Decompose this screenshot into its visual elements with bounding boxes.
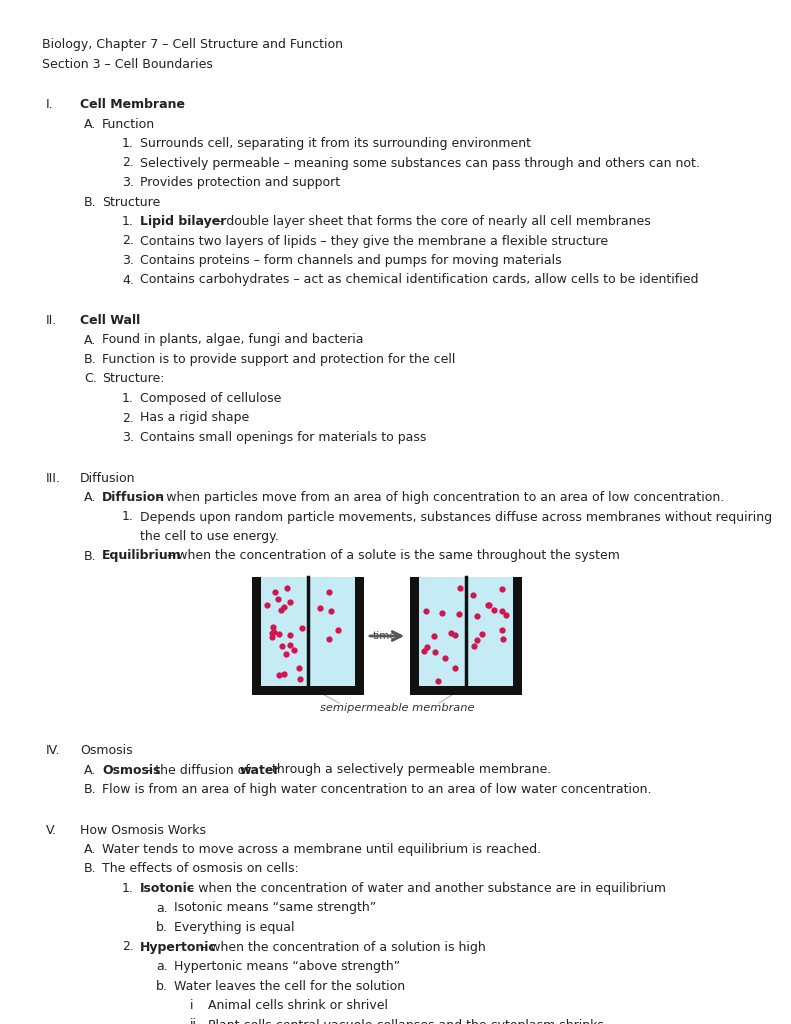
Text: Selectively permeable – meaning some substances can pass through and others can : Selectively permeable – meaning some sub…	[140, 157, 700, 170]
Text: Contains small openings for materials to pass: Contains small openings for materials to…	[140, 431, 426, 444]
Text: Structure:: Structure:	[102, 373, 165, 385]
Bar	[410, 577, 419, 695]
Text: B.: B.	[84, 196, 97, 209]
Text: b.: b.	[156, 921, 168, 934]
Bar	[261, 577, 355, 686]
Text: Equilibrium: Equilibrium	[102, 550, 182, 562]
Text: 1.: 1.	[122, 215, 134, 228]
Text: Surrounds cell, separating it from its surrounding environment: Surrounds cell, separating it from its s…	[140, 137, 531, 150]
Text: 1.: 1.	[122, 392, 134, 406]
Text: b.: b.	[156, 980, 168, 992]
Text: 2.: 2.	[122, 412, 134, 425]
Text: Plant cells central vacuole collapses and the cytoplasm shrinks: Plant cells central vacuole collapses an…	[208, 1019, 604, 1024]
Text: A.: A.	[84, 843, 97, 856]
Text: a.: a.	[156, 961, 168, 973]
Text: Contains proteins – form channels and pumps for moving materials: Contains proteins – form channels and pu…	[140, 254, 562, 267]
Text: Isotonic: Isotonic	[140, 882, 195, 895]
Text: B.: B.	[84, 550, 97, 562]
Text: 1.: 1.	[122, 511, 134, 523]
Bar	[252, 686, 364, 695]
Text: A.: A.	[84, 490, 97, 504]
Bar	[355, 577, 364, 695]
Text: V.: V.	[46, 823, 57, 837]
Text: Function is to provide support and protection for the cell: Function is to provide support and prote…	[102, 353, 456, 366]
Text: Hypertonic means “above strength”: Hypertonic means “above strength”	[174, 961, 400, 973]
Text: Structure: Structure	[102, 196, 161, 209]
Bar	[410, 686, 522, 695]
Text: Isotonic means “same strength”: Isotonic means “same strength”	[174, 901, 377, 914]
Text: The effects of osmosis on cells:: The effects of osmosis on cells:	[102, 862, 299, 876]
Text: Function: Function	[102, 118, 155, 130]
Text: C.: C.	[84, 373, 97, 385]
Text: Animal cells shrink or shrivel: Animal cells shrink or shrivel	[208, 999, 388, 1012]
Text: Biology, Chapter 7 – Cell Structure and Function: Biology, Chapter 7 – Cell Structure and …	[42, 38, 343, 51]
Text: A.: A.	[84, 118, 97, 130]
Text: B.: B.	[84, 353, 97, 366]
Text: – when particles move from an area of high concentration to an area of low conce: – when particles move from an area of hi…	[152, 490, 725, 504]
Text: Found in plants, algae, fungi and bacteria: Found in plants, algae, fungi and bacter…	[102, 334, 364, 346]
Text: 2.: 2.	[122, 234, 134, 248]
Bar	[513, 577, 522, 695]
Text: 4.: 4.	[122, 273, 134, 287]
Text: A.: A.	[84, 334, 97, 346]
Text: – when the concentration of a solute is the same throughout the system: – when the concentration of a solute is …	[163, 550, 620, 562]
Text: Water tends to move across a membrane until equilibrium is reached.: Water tends to move across a membrane un…	[102, 843, 541, 856]
Text: Everything is equal: Everything is equal	[174, 921, 294, 934]
Text: Hypertonic: Hypertonic	[140, 940, 217, 953]
Text: Provides protection and support: Provides protection and support	[140, 176, 340, 189]
Text: ii: ii	[190, 1019, 197, 1024]
Text: 3.: 3.	[122, 254, 134, 267]
Text: Osmosis: Osmosis	[102, 764, 161, 776]
Bar	[252, 577, 261, 695]
Text: I.: I.	[46, 98, 54, 111]
Text: Contains two layers of lipids – they give the membrane a flexible structure: Contains two layers of lipids – they giv…	[140, 234, 608, 248]
Text: – double layer sheet that forms the core of nearly all cell membranes: – double layer sheet that forms the core…	[212, 215, 651, 228]
Text: time: time	[373, 631, 396, 641]
Text: III.: III.	[46, 471, 61, 484]
Text: through a selectively permeable membrane.: through a selectively permeable membrane…	[267, 764, 551, 776]
Text: 1.: 1.	[122, 882, 134, 895]
Text: 2.: 2.	[122, 157, 134, 170]
Text: B.: B.	[84, 862, 97, 876]
Text: – when the concentration of water and another substance are in equilibrium: – when the concentration of water and an…	[184, 882, 666, 895]
Text: Depends upon random particle movements, substances diffuse across membranes with: Depends upon random particle movements, …	[140, 511, 772, 523]
Text: 1.: 1.	[122, 137, 134, 150]
Text: Osmosis: Osmosis	[80, 744, 133, 757]
Text: – when the concentration of a solution is high: – when the concentration of a solution i…	[195, 940, 485, 953]
Text: Composed of cellulose: Composed of cellulose	[140, 392, 282, 406]
Text: Diffusion: Diffusion	[102, 490, 165, 504]
Text: Cell Membrane: Cell Membrane	[80, 98, 185, 111]
Bar	[419, 577, 513, 686]
Text: Diffusion: Diffusion	[80, 471, 135, 484]
Text: Water leaves the cell for the solution: Water leaves the cell for the solution	[174, 980, 405, 992]
Text: How Osmosis Works: How Osmosis Works	[80, 823, 206, 837]
Text: Contains carbohydrates – act as chemical identification cards, allow cells to be: Contains carbohydrates – act as chemical…	[140, 273, 698, 287]
Text: 2.: 2.	[122, 940, 134, 953]
Text: B.: B.	[84, 783, 97, 796]
Text: the cell to use energy.: the cell to use energy.	[140, 530, 278, 543]
Text: IV.: IV.	[46, 744, 60, 757]
Text: semipermeable membrane: semipermeable membrane	[320, 703, 475, 713]
Text: 3.: 3.	[122, 176, 134, 189]
Text: Has a rigid shape: Has a rigid shape	[140, 412, 249, 425]
Text: Lipid bilayer: Lipid bilayer	[140, 215, 226, 228]
Text: 3.: 3.	[122, 431, 134, 444]
Text: a.: a.	[156, 901, 168, 914]
Text: Flow is from an area of high water concentration to an area of low water concent: Flow is from an area of high water conce…	[102, 783, 652, 796]
Text: A.: A.	[84, 764, 97, 776]
Text: i: i	[190, 999, 194, 1012]
Text: water: water	[240, 764, 280, 776]
Text: Cell Wall: Cell Wall	[80, 314, 140, 327]
Text: – the diffusion of: – the diffusion of	[141, 764, 254, 776]
Text: Section 3 – Cell Boundaries: Section 3 – Cell Boundaries	[42, 57, 213, 71]
Text: II.: II.	[46, 314, 57, 327]
